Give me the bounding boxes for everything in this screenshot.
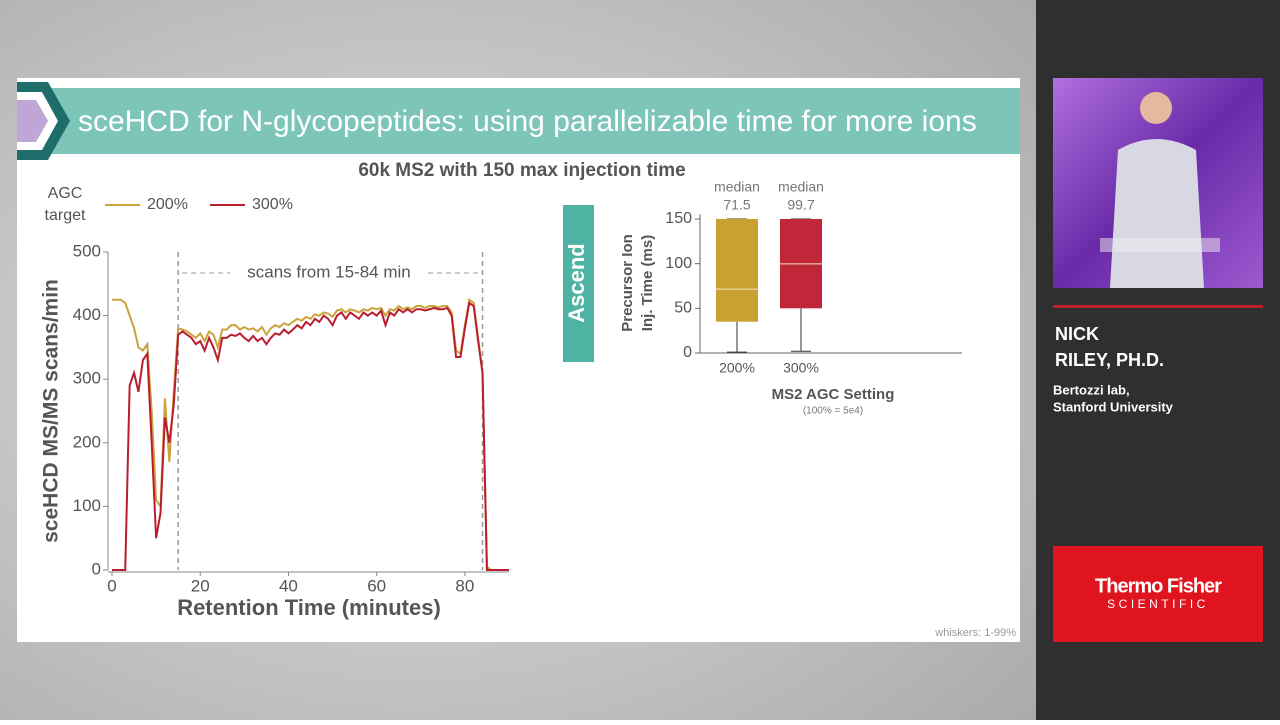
legend-title: AGC — [48, 185, 83, 202]
divider — [1053, 305, 1263, 308]
speaker-head — [1140, 92, 1172, 124]
chevron-core — [17, 100, 48, 142]
badge-text: Ascend — [564, 243, 589, 322]
speaker-body — [1110, 139, 1204, 288]
y-axis-label: Precursor Ion — [619, 234, 636, 332]
lectern — [1100, 238, 1220, 252]
x-tick-label: 300% — [783, 360, 819, 376]
x-tick-label: 40 — [279, 576, 298, 595]
x-axis-label: MS2 AGC Setting — [772, 386, 895, 403]
slide-subtitle: 60k MS2 with 150 max injection time — [358, 160, 685, 181]
logo-box — [1053, 546, 1263, 642]
slide — [17, 78, 1020, 642]
y-tick-label: 100 — [665, 255, 692, 272]
x-tick-label: 60 — [367, 576, 386, 595]
logo-brand: Thermo Fisher — [1095, 575, 1222, 597]
y-tick-label: 500 — [73, 241, 101, 260]
median-label: median — [714, 179, 760, 195]
x-tick-label: 0 — [107, 576, 116, 595]
y-tick-label: 150 — [665, 210, 692, 227]
y-tick-label: 0 — [683, 344, 692, 361]
slide-title: sceHCD for N-glycopeptides: using parall… — [78, 105, 977, 138]
badge — [563, 205, 594, 362]
x-axis-note: (100% = 5e4) — [803, 406, 863, 417]
logo-sub: SCIENTIFIC — [1107, 597, 1209, 611]
median-label: median — [778, 179, 824, 195]
speaker-name: RILEY, PH.D. — [1055, 350, 1164, 370]
x-tick-label: 20 — [191, 576, 210, 595]
x-axis-label: Retention Time (minutes) — [177, 595, 441, 620]
y-tick-label: 400 — [73, 305, 101, 324]
y-tick-label: 100 — [73, 496, 101, 515]
title-band — [45, 88, 1020, 154]
y-axis-label: Inj. Time (ms) — [639, 235, 656, 331]
y-tick-label: 50 — [674, 300, 692, 317]
speaker-affiliation: Stanford University — [1053, 399, 1174, 414]
legend-title: target — [45, 207, 86, 224]
series-line — [112, 301, 509, 571]
median-value: 99.7 — [787, 197, 814, 213]
x-tick-label: 200% — [719, 360, 755, 376]
y-tick-label: 300 — [73, 369, 101, 388]
annotation: scans from 15-84 min — [247, 262, 410, 281]
x-tick-label: 80 — [455, 576, 474, 595]
median-value: 71.5 — [723, 197, 750, 213]
legend-label: 300% — [252, 196, 293, 213]
y-axis-label: sceHCD MS/MS scans/min — [40, 279, 63, 543]
y-tick-label: 0 — [92, 559, 101, 578]
legend-label: 200% — [147, 196, 188, 213]
footnote: whiskers: 1-99% — [934, 627, 1016, 639]
speaker-affiliation: Bertozzi lab, — [1053, 382, 1130, 397]
y-tick-label: 200 — [73, 432, 101, 451]
series-line — [112, 297, 509, 571]
speaker-name: NICK — [1055, 324, 1099, 344]
box — [716, 218, 758, 322]
